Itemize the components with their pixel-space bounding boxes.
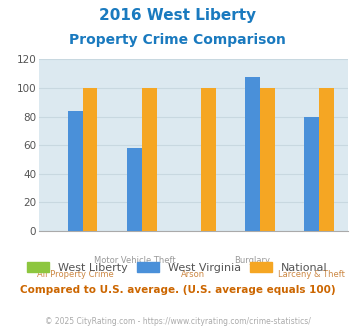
Bar: [68, 111, 83, 231]
Text: Motor Vehicle Theft: Motor Vehicle Theft: [94, 256, 175, 265]
Text: Property Crime Comparison: Property Crime Comparison: [69, 33, 286, 47]
Bar: [304, 116, 319, 231]
Bar: [83, 88, 97, 231]
Text: 2016 West Liberty: 2016 West Liberty: [99, 8, 256, 23]
Text: Larceny & Theft: Larceny & Theft: [278, 270, 345, 279]
Bar: [127, 148, 142, 231]
Bar: [260, 88, 275, 231]
Text: Burglary: Burglary: [235, 256, 271, 265]
Bar: [142, 88, 157, 231]
Bar: [245, 77, 260, 231]
Text: Compared to U.S. average. (U.S. average equals 100): Compared to U.S. average. (U.S. average …: [20, 285, 335, 295]
Text: © 2025 CityRating.com - https://www.cityrating.com/crime-statistics/: © 2025 CityRating.com - https://www.city…: [45, 317, 310, 326]
Text: Arson: Arson: [181, 270, 206, 279]
Text: All Property Crime: All Property Crime: [37, 270, 114, 279]
Bar: [201, 88, 215, 231]
Bar: [319, 88, 334, 231]
Legend: West Liberty, West Virginia, National: West Liberty, West Virginia, National: [23, 258, 332, 278]
